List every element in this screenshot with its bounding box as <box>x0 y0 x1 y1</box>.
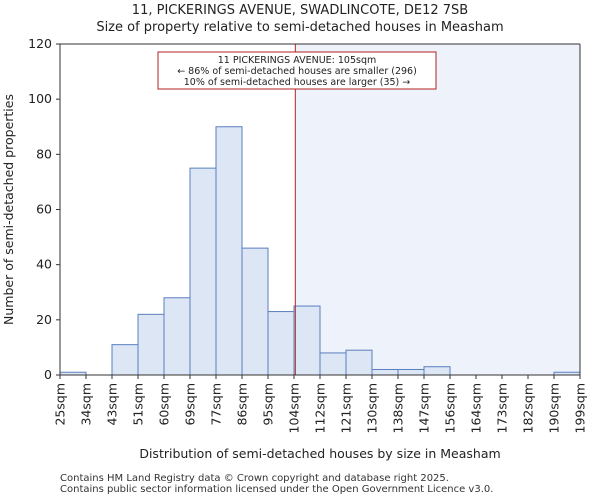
chart-title: 11, PICKERINGS AVENUE, SWADLINCOTE, DE12… <box>131 3 469 18</box>
x-tick-label: 69sqm <box>183 383 198 426</box>
histogram-bar <box>345 349 373 376</box>
histogram-bar <box>137 313 165 376</box>
footer-copyright: Contains HM Land Registry data © Crown c… <box>60 473 449 484</box>
x-tick-label: 51sqm <box>131 383 146 426</box>
histogram-bar <box>241 247 269 376</box>
x-tick-label: 138sqm <box>391 383 406 433</box>
histogram-bar <box>319 352 347 376</box>
x-tick-label: 104sqm <box>287 383 302 433</box>
histogram-bar <box>189 167 217 376</box>
x-tick-label: 25sqm <box>53 383 68 426</box>
x-tick-label: 121sqm <box>339 383 354 433</box>
histogram-bar <box>397 368 425 376</box>
x-tick-label: 164sqm <box>469 383 484 433</box>
chart-subtitle: Size of property relative to semi-detach… <box>96 20 504 35</box>
histogram-bar <box>111 344 139 376</box>
y-tick-label: 100 <box>28 91 52 106</box>
x-tick-label: 182sqm <box>521 383 536 433</box>
histogram-chart: 11 PICKERINGS AVENUE: 105sqm← 86% of sem… <box>1 36 588 461</box>
footer-licence: Contains public sector information licen… <box>60 484 494 495</box>
histogram-bar <box>215 126 243 376</box>
histogram-bar <box>371 368 399 376</box>
y-tick-label: 20 <box>36 312 52 327</box>
x-tick-label: 130sqm <box>365 383 380 433</box>
y-tick-label: 80 <box>36 146 52 161</box>
x-tick-label: 190sqm <box>547 383 562 433</box>
x-tick-label: 112sqm <box>313 383 328 433</box>
y-tick-label: 40 <box>36 257 52 272</box>
y-tick-label: 0 <box>44 367 52 382</box>
annotation-box <box>157 51 437 90</box>
x-tick-label: 60sqm <box>157 383 172 426</box>
annotation-line: 11 PICKERINGS AVENUE: 105sqm <box>218 55 376 66</box>
histogram-bar <box>293 305 321 376</box>
x-tick-label: 43sqm <box>105 383 120 426</box>
x-tick-label: 34sqm <box>79 383 94 426</box>
x-tick-label: 95sqm <box>261 383 276 426</box>
y-tick-label: 60 <box>36 202 52 217</box>
x-tick-label: 156sqm <box>443 383 458 433</box>
histogram-bar <box>423 366 451 376</box>
larger-region-shade <box>295 44 580 375</box>
x-tick-label: 86sqm <box>235 383 250 426</box>
x-tick-label: 147sqm <box>417 383 432 433</box>
x-tick-label: 173sqm <box>495 383 510 433</box>
y-axis-title: Number of semi-detached properties <box>1 94 16 325</box>
histogram-bar <box>267 311 295 376</box>
y-tick-label: 120 <box>28 36 52 51</box>
x-tick-label: 77sqm <box>209 383 224 426</box>
annotation-line: ← 86% of semi-detached houses are smalle… <box>177 66 417 77</box>
x-axis-title: Distribution of semi-detached houses by … <box>139 446 500 461</box>
annotation-line: 10% of semi-detached houses are larger (… <box>184 77 411 88</box>
histogram-bar <box>163 297 191 376</box>
x-tick-label: 199sqm <box>573 383 588 433</box>
